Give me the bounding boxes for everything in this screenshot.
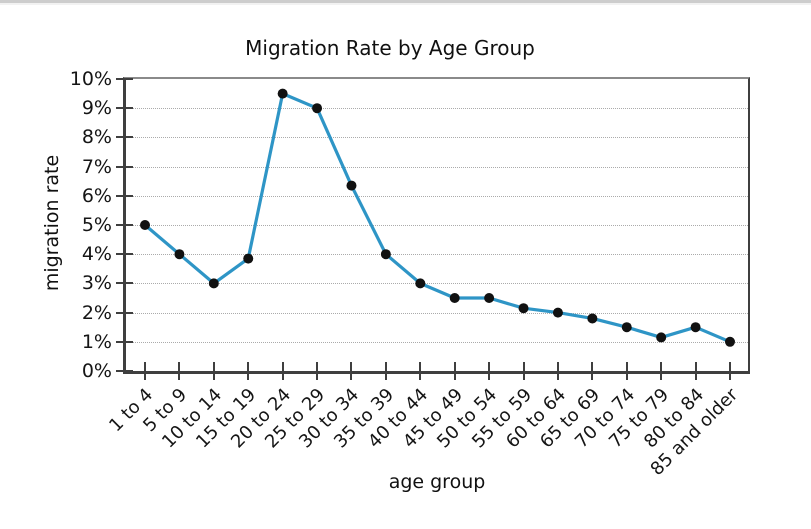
y-axis-tick — [116, 194, 133, 197]
x-axis-tick — [350, 362, 353, 380]
data-point-marker — [346, 180, 357, 191]
data-point-marker — [656, 332, 667, 343]
top-divider — [0, 0, 811, 3]
x-axis-tick — [660, 362, 663, 380]
gridline — [126, 108, 748, 110]
top-divider-shadow — [0, 3, 811, 5]
data-point-marker — [518, 303, 529, 314]
gridline — [126, 137, 748, 139]
x-axis-tick — [316, 362, 319, 380]
gridline — [126, 225, 748, 226]
data-point-marker — [725, 336, 735, 347]
x-axis-tick — [178, 362, 181, 380]
x-axis-tick — [281, 362, 284, 380]
x-axis-tick — [384, 362, 387, 380]
y-axis-tick — [116, 370, 133, 372]
y-axis-tick — [116, 136, 133, 139]
y-axis-tick — [116, 282, 133, 285]
x-axis-tick — [522, 362, 525, 380]
y-axis-tick — [116, 340, 133, 343]
x-axis-tick — [625, 362, 628, 380]
y-tick-label: 9% — [81, 97, 112, 120]
y-tick-label: 10% — [69, 68, 112, 90]
data-point-marker — [208, 278, 219, 289]
y-axis-tick — [116, 78, 133, 80]
line-series-layer — [140, 88, 735, 347]
data-point-marker — [277, 88, 288, 99]
y-axis-tick — [116, 224, 133, 226]
data-point-marker — [690, 322, 701, 333]
data-point-marker — [243, 253, 254, 264]
data-point-marker — [449, 293, 460, 303]
y-tick-label: 8% — [81, 126, 112, 149]
y-tick-label: 2% — [81, 301, 112, 324]
data-point-marker — [484, 293, 495, 303]
y-tick-label: 5% — [81, 214, 112, 236]
x-axis-tick — [144, 362, 146, 380]
series-line — [143, 92, 731, 344]
gridline — [126, 312, 748, 314]
gridline — [126, 341, 748, 343]
y-tick-label: 1% — [81, 330, 112, 353]
y-tick-label: 0% — [81, 360, 112, 382]
data-point-marker — [552, 307, 563, 318]
y-axis-tick — [116, 107, 133, 110]
y-axis-title: migration rate — [41, 154, 63, 292]
data-point-marker — [621, 322, 632, 333]
x-axis-tick — [488, 362, 491, 380]
data-point-marker — [415, 278, 426, 289]
y-tick-label: 7% — [81, 155, 112, 178]
x-axis-tick — [453, 362, 456, 380]
data-point-marker — [140, 220, 150, 230]
data-point-marker — [312, 103, 323, 114]
chart-title: Migration Rate by Age Group — [245, 36, 535, 60]
gridline — [126, 195, 748, 197]
data-point-marker — [587, 313, 598, 324]
x-axis-tick — [591, 362, 594, 380]
data-point-marker — [380, 249, 391, 260]
gridline — [126, 283, 748, 285]
gridline — [126, 254, 748, 256]
data-point-marker — [174, 249, 185, 260]
y-tick-label: 3% — [81, 272, 112, 295]
x-axis-tick — [247, 362, 250, 380]
x-axis-tick — [694, 362, 697, 380]
x-axis-tick — [556, 362, 559, 380]
y-tick-label: 6% — [81, 184, 112, 207]
x-axis-tick — [729, 362, 731, 380]
x-axis-tick — [419, 362, 422, 380]
y-axis-tick — [116, 253, 133, 256]
y-axis-tick — [116, 165, 133, 168]
x-axis-tick — [212, 362, 215, 380]
y-tick-label: 4% — [81, 243, 112, 266]
y-axis-tick — [116, 311, 133, 314]
gridline — [126, 166, 748, 168]
x-axis-title: age group — [388, 471, 486, 493]
